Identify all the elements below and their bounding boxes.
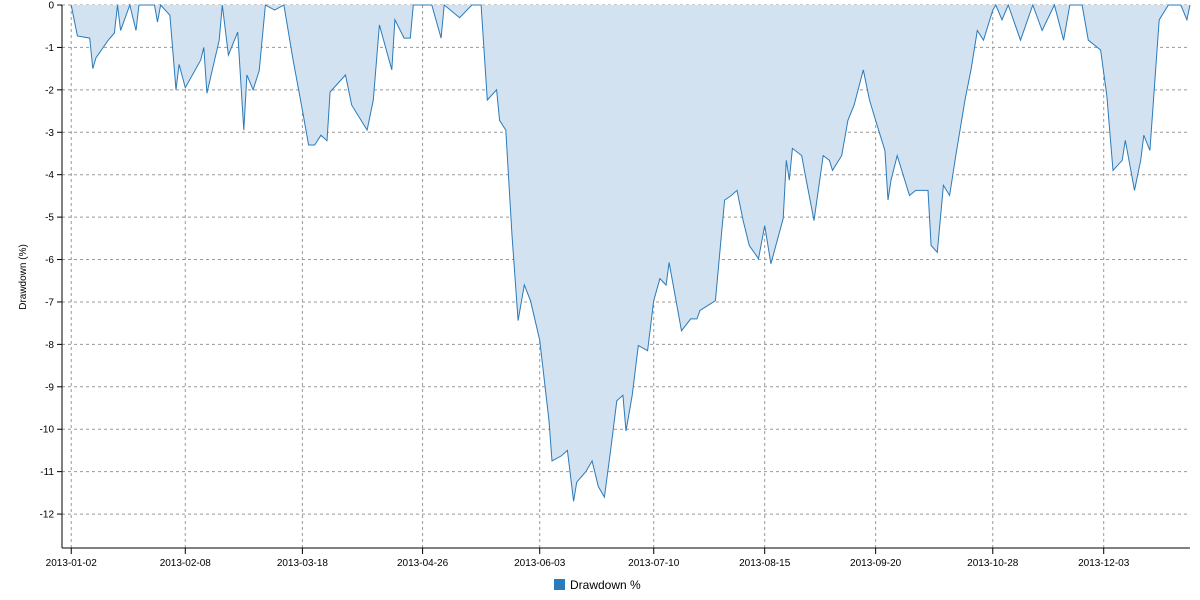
y-tick-label: -6 xyxy=(45,255,54,266)
y-tick-label: -3 xyxy=(45,128,54,139)
y-tick-label: 0 xyxy=(48,1,54,12)
x-tick-label: 2013-03-18 xyxy=(277,558,329,569)
x-tick-label: 2013-01-02 xyxy=(46,558,98,569)
y-tick-label: -12 xyxy=(40,510,55,521)
y-tick-label: -11 xyxy=(40,467,54,478)
y-tick-label: -10 xyxy=(40,425,55,436)
x-tick-label: 2013-04-26 xyxy=(397,558,449,569)
legend-label: Drawdown % xyxy=(570,578,641,592)
y-tick-label: -9 xyxy=(45,382,54,393)
x-tick-label: 2013-07-10 xyxy=(628,558,680,569)
y-tick-label: -7 xyxy=(45,297,54,308)
x-tick-label: 2013-09-20 xyxy=(850,558,902,569)
area-fill xyxy=(71,5,1191,502)
legend-swatch xyxy=(554,579,565,590)
x-tick-label: 2013-10-28 xyxy=(967,558,1019,569)
y-tick-label: -8 xyxy=(45,340,54,351)
x-tick-label: 2013-08-15 xyxy=(739,558,791,569)
x-tick-label: 2013-06-03 xyxy=(514,558,566,569)
area-line xyxy=(70,3,1191,502)
y-tick-label: -4 xyxy=(45,170,54,181)
y-tick-label: -1 xyxy=(45,43,54,54)
y-axis-label: Drawdown (%) xyxy=(18,244,29,310)
x-tick-label: 2013-12-03 xyxy=(1078,558,1130,569)
y-tick-label: -2 xyxy=(45,85,54,96)
x-tick-label: 2013-02-08 xyxy=(160,558,212,569)
y-tick-label: -5 xyxy=(45,213,54,224)
